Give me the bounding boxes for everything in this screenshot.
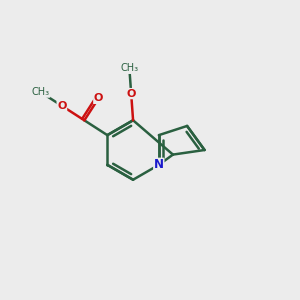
Text: O: O [127,88,136,99]
Text: CH₃: CH₃ [120,63,138,74]
Text: O: O [94,93,103,103]
Text: N: N [154,158,164,171]
Text: O: O [57,101,67,111]
Text: CH₃: CH₃ [32,87,50,97]
